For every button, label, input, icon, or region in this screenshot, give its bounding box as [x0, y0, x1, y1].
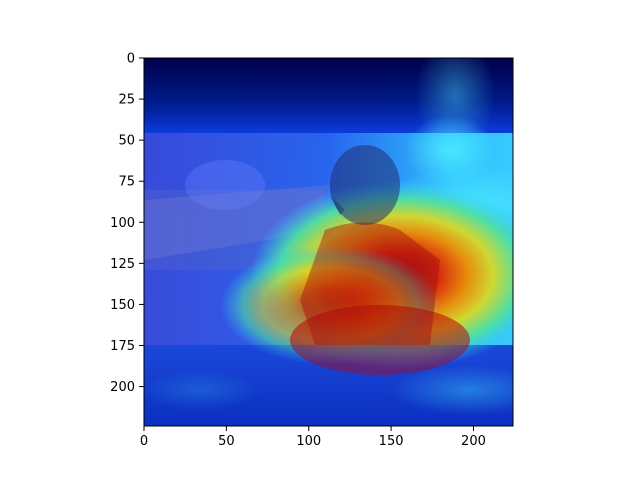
y-tick-label: 150 — [110, 298, 135, 313]
x-tick-label: 50 — [218, 434, 235, 449]
y-tick-label: 50 — [118, 134, 135, 149]
x-tick-label: 0 — [140, 434, 148, 449]
person-torso — [300, 222, 440, 345]
y-tick-label: 25 — [118, 93, 135, 108]
y-tick-label: 125 — [110, 257, 135, 272]
x-tick-label: 200 — [461, 434, 486, 449]
y-tick-label: 0 — [127, 52, 135, 67]
plot-frame — [143, 57, 514, 427]
y-tick-label: 75 — [118, 175, 135, 190]
person-head — [330, 145, 400, 225]
x-axis: 0 50 100 150 200 — [140, 426, 486, 449]
y-tick-label: 200 — [110, 380, 135, 395]
y-tick-label: 175 — [110, 339, 135, 354]
heatmap-image — [144, 58, 513, 426]
x-tick-label: 100 — [296, 434, 321, 449]
y-axis: 0 25 50 75 100 125 150 175 200 — [110, 52, 144, 395]
x-tick-label: 150 — [379, 434, 404, 449]
y-tick-label: 100 — [110, 216, 135, 231]
